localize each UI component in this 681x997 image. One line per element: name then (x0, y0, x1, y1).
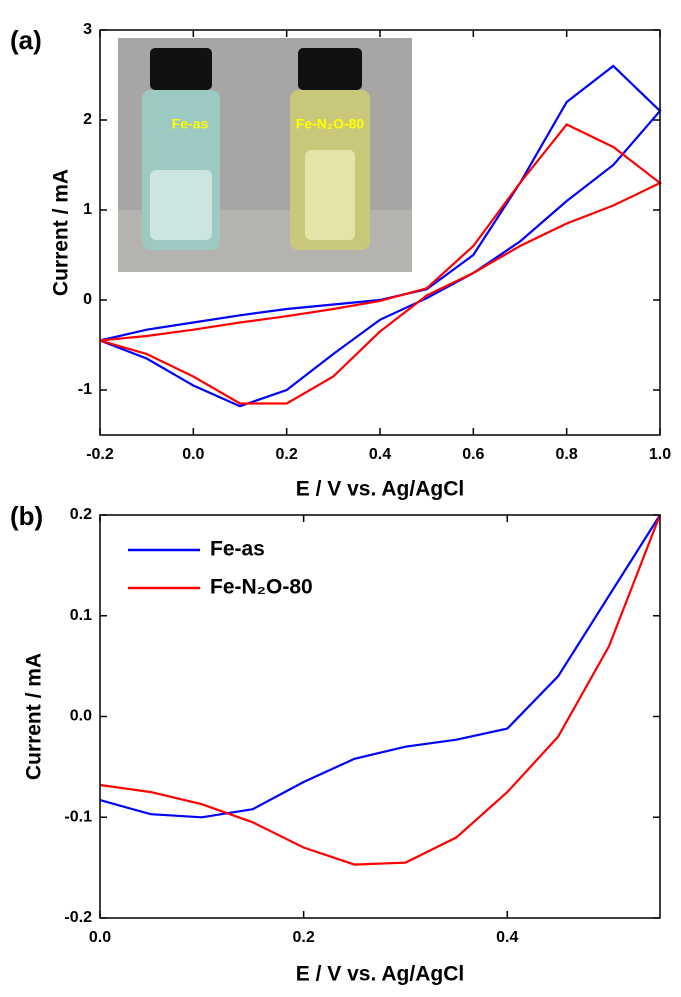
x-tick-label: 0.0 (182, 446, 204, 463)
inset-label: Fe-as (172, 116, 209, 132)
plot-frame (99, 514, 661, 919)
legend-label: Fe-as (210, 538, 265, 561)
x-tick-label: 0.6 (462, 446, 484, 463)
plot-frame (99, 29, 661, 436)
data-line (99, 514, 661, 819)
data-line (99, 514, 662, 866)
y-axis-title: Current / mA (50, 169, 73, 296)
x-tick-label: 1.0 (649, 446, 671, 463)
x-tick-label: 0.4 (496, 929, 518, 946)
y-tick-label: 0.2 (70, 506, 92, 523)
x-tick-label: 0.2 (293, 929, 315, 946)
x-axis-title: E / V vs. Ag/AgCl (296, 963, 464, 986)
x-tick-label: 0.0 (89, 929, 111, 946)
x-tick-label: 0.8 (556, 446, 578, 463)
y-tick-label: 0.1 (70, 607, 92, 624)
y-tick-label: -0.2 (64, 909, 92, 926)
x-axis-title: E / V vs. Ag/AgCl (296, 478, 464, 501)
panel-label: (a) (10, 25, 42, 55)
x-tick-label: -0.2 (86, 446, 114, 463)
legend-label: Fe-N₂O-80 (210, 576, 313, 599)
y-tick-label: 3 (83, 21, 92, 38)
y-axis-title: Current / mA (23, 653, 46, 780)
y-tick-label: -0.1 (64, 808, 92, 825)
x-tick-label: 0.2 (276, 446, 298, 463)
y-tick-label: 2 (83, 111, 92, 128)
inset-photo (118, 38, 412, 272)
panel-label: (b) (10, 501, 43, 531)
y-tick-label: -1 (78, 381, 92, 398)
y-tick-label: 1 (83, 201, 92, 218)
x-tick-label: 0.4 (369, 446, 391, 463)
y-tick-label: 0.0 (70, 708, 92, 725)
inset-label: Fe-N₂O-80 (296, 116, 365, 132)
y-tick-label: 0 (83, 291, 92, 308)
